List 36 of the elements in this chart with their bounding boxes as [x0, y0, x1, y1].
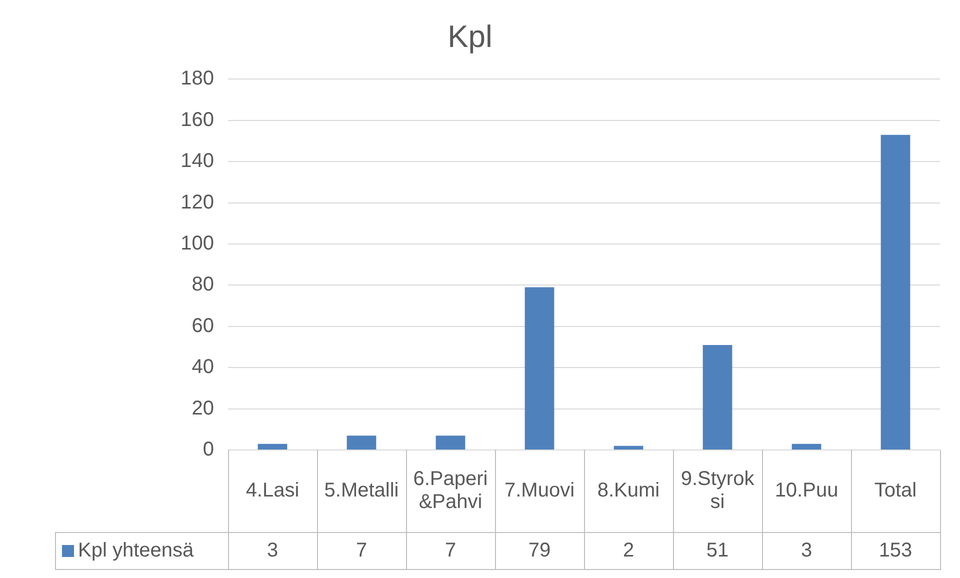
- data-label: 2: [622, 540, 634, 562]
- x-tick-label: 4.Lasi: [246, 480, 300, 502]
- bar: [524, 287, 554, 450]
- x-tick-label: 8.Kumi: [597, 480, 660, 502]
- bar: [702, 344, 732, 450]
- y-tick-label: 20: [192, 397, 214, 420]
- bar: [614, 446, 644, 450]
- y-tick-label: 40: [192, 356, 214, 378]
- bar: [258, 444, 288, 450]
- y-tick-label: 140: [180, 150, 214, 172]
- bar: [436, 436, 466, 450]
- y-tick-label: 0: [202, 438, 214, 461]
- data-label: 3: [266, 540, 278, 562]
- data-label: 51: [706, 540, 729, 562]
- y-tick-label: 80: [192, 274, 214, 296]
- y-tick-label: 60: [192, 314, 214, 337]
- data-label: 79: [528, 540, 551, 562]
- x-tick-label: 7.Muovi: [504, 480, 575, 502]
- x-tick-label: 9.Styroksi: [680, 468, 756, 514]
- bar: [880, 134, 910, 450]
- x-tick-label: Total: [874, 480, 917, 502]
- y-tick-label: 180: [180, 68, 214, 90]
- data-label: 3: [800, 540, 812, 562]
- data-label: 7: [444, 540, 456, 562]
- x-tick-label: 10.Puu: [774, 480, 838, 502]
- chart-title: Kpl: [448, 19, 492, 54]
- y-tick-label: 100: [180, 232, 214, 255]
- y-tick-label: 160: [180, 108, 214, 131]
- x-tick-label: 5.Metalli: [324, 480, 399, 502]
- legend-label: Kpl yhteensä: [78, 540, 195, 562]
- y-tick-label: 120: [180, 191, 214, 214]
- bar: [346, 436, 376, 450]
- data-label: 153: [878, 540, 912, 562]
- data-label: 7: [356, 540, 368, 562]
- bar: [792, 444, 822, 450]
- x-tick-label: 6.Paperi&Pahvi: [413, 468, 488, 514]
